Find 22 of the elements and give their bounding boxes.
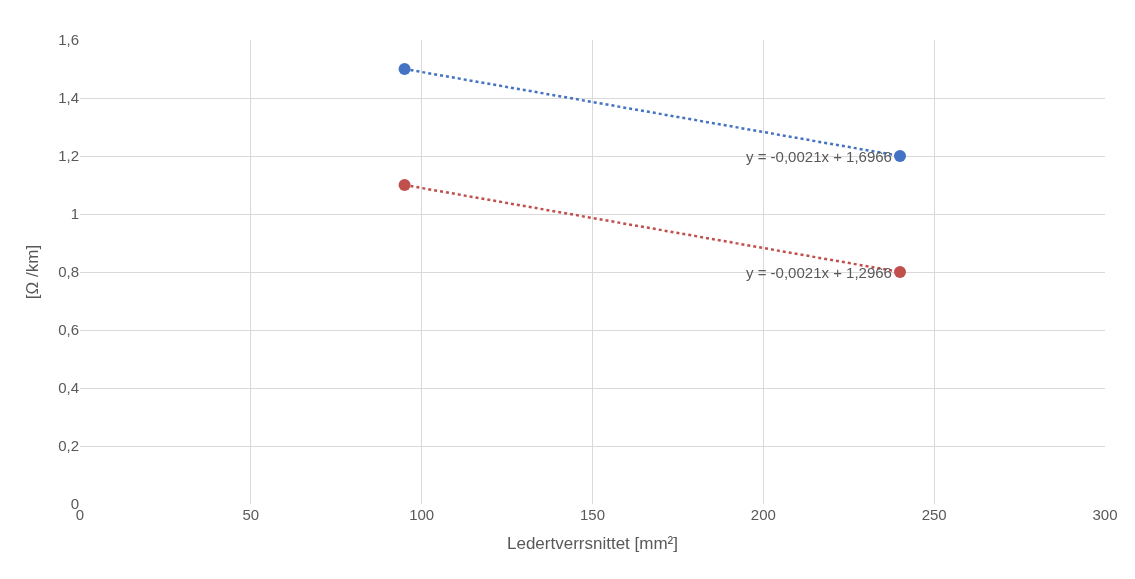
- x-tick-label: 150: [579, 506, 606, 523]
- y-axis-title: [Ω /km]: [22, 244, 42, 300]
- y-tick-label: 1,6: [58, 31, 79, 49]
- x-tick-label: 250: [921, 506, 947, 523]
- y-tick-label: 1: [70, 205, 79, 223]
- x-tick-label: 50: [242, 506, 260, 523]
- x-axis-title: Ledertverrsnittet [mm²]: [507, 534, 678, 554]
- y-tick-label: 1,2: [58, 147, 79, 165]
- y-tick-label: 0,4: [58, 379, 79, 397]
- point: [398, 179, 411, 191]
- y-tick-label: 0,8: [58, 263, 79, 281]
- annotation: y = -0,0021x + 1,6966: [746, 148, 892, 165]
- point: [398, 63, 411, 75]
- y-tick-label: 0,2: [58, 437, 79, 455]
- x-tick-label: 200: [750, 506, 776, 523]
- point: [894, 266, 906, 278]
- y-tick-label: 0,6: [58, 321, 79, 339]
- y-tick-label: 1,4: [58, 89, 79, 107]
- x-tick-label: 300: [1092, 506, 1118, 523]
- point: [894, 150, 906, 162]
- annotation: y = -0,0021x + 1,2966: [746, 264, 892, 281]
- x-tick-label: 100: [409, 506, 435, 523]
